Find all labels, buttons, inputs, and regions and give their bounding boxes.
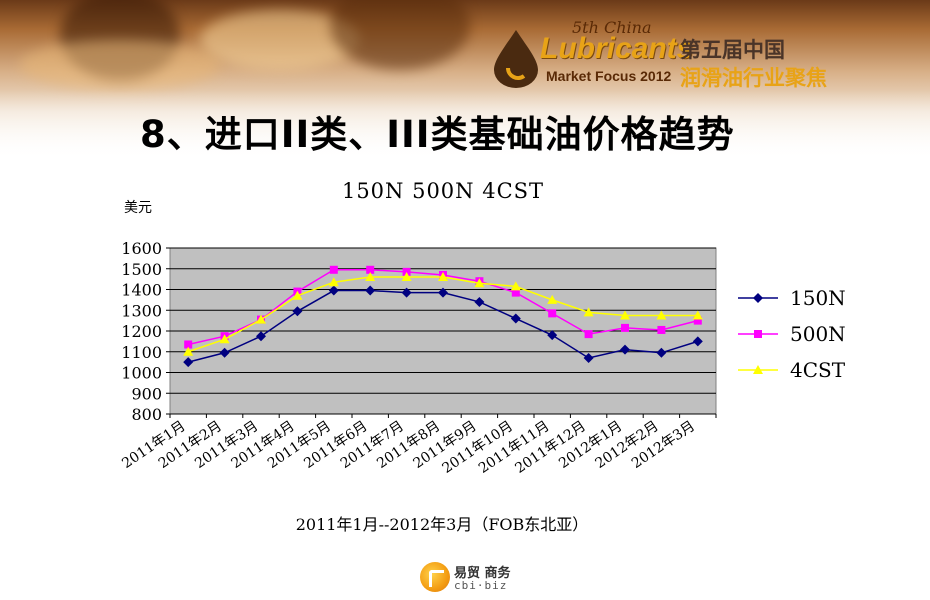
marker-4cst (328, 277, 339, 287)
marker-4cst (292, 290, 303, 300)
marker-150n (183, 357, 194, 368)
marker-150n (510, 313, 521, 324)
marker-4cst (183, 346, 194, 356)
cbi-logo-icon (420, 562, 450, 592)
marker-150n (547, 330, 558, 341)
y-tick-label: 800 (131, 405, 162, 424)
logo-cn-line1: 第五届中国 (680, 38, 785, 62)
marker-500n (657, 325, 666, 334)
y-tick-label: 1000 (121, 364, 162, 383)
logo-cn-line2: 润滑油行业聚焦 (680, 66, 827, 90)
marker-150n (753, 293, 763, 303)
y-axis-label: 美元 (124, 200, 152, 216)
y-tick-label: 1400 (121, 281, 162, 300)
marker-150n (365, 285, 376, 296)
marker-150n (692, 336, 703, 347)
marker-4cst (365, 272, 376, 282)
x-axis-label: 2011年1月--2012年3月（FOB东北亚） (296, 515, 589, 534)
marker-150n (583, 352, 594, 363)
marker-150n (328, 285, 339, 296)
marker-150n (256, 331, 266, 342)
marker-500n (621, 323, 629, 332)
legend-label: 500N (790, 322, 846, 346)
slide-title: 8、进口II类、III类基础油价格趋势 (140, 113, 735, 156)
y-tick-label: 1500 (121, 260, 162, 279)
footer-logo: 易贸 商务 cbi·biz (420, 560, 540, 594)
marker-150n (474, 296, 485, 307)
marker-500n (184, 340, 193, 349)
marker-4cst (256, 314, 266, 324)
marker-4cst (401, 272, 412, 282)
marker-4cst (753, 365, 763, 374)
legend-label: 4CST (790, 358, 846, 382)
marker-4cst (547, 294, 558, 304)
marker-4cst (474, 278, 485, 288)
oil-drop-icon (494, 30, 538, 88)
marker-150n (219, 347, 230, 358)
marker-150n (292, 306, 303, 317)
event-logo: 5th China Lubricants Market Focus 2012 第… (490, 14, 910, 94)
marker-4cst (583, 307, 594, 317)
y-tick-label: 900 (131, 384, 162, 403)
marker-500n (754, 330, 762, 338)
marker-500n (329, 265, 338, 274)
marker-4cst (510, 281, 521, 291)
marker-150n (620, 344, 630, 355)
marker-500n (548, 309, 557, 318)
banner-fade (0, 90, 930, 160)
marker-4cst (219, 334, 230, 344)
marker-4cst (692, 310, 703, 320)
logo-name: Lubricants (540, 32, 694, 65)
marker-150n (438, 287, 448, 298)
logo-edition: 5th China (572, 18, 652, 37)
header-banner (0, 0, 930, 160)
footer-brand-cn: 易贸 商务 (454, 566, 511, 581)
chart-title: 150N 500N 4CST (342, 179, 544, 203)
legend-label: 150N (790, 286, 846, 310)
logo-subtitle: Market Focus 2012 (546, 68, 672, 84)
y-tick-label: 1600 (121, 239, 162, 258)
y-tick-label: 1200 (121, 322, 162, 341)
marker-500n (366, 265, 375, 274)
banner-streak (330, 0, 470, 70)
marker-4cst (438, 272, 448, 282)
marker-150n (401, 287, 412, 298)
marker-500n (693, 316, 702, 325)
marker-500n (402, 267, 411, 276)
y-tick-label: 1300 (121, 301, 162, 320)
marker-150n (656, 347, 667, 358)
marker-4cst (656, 310, 667, 320)
footer-brand-en: cbi·biz (454, 579, 508, 592)
banner-streak (20, 40, 220, 90)
marker-4cst (620, 310, 630, 320)
y-tick-label: 1100 (121, 343, 162, 362)
marker-500n (584, 330, 593, 339)
marker-500n (511, 288, 520, 297)
